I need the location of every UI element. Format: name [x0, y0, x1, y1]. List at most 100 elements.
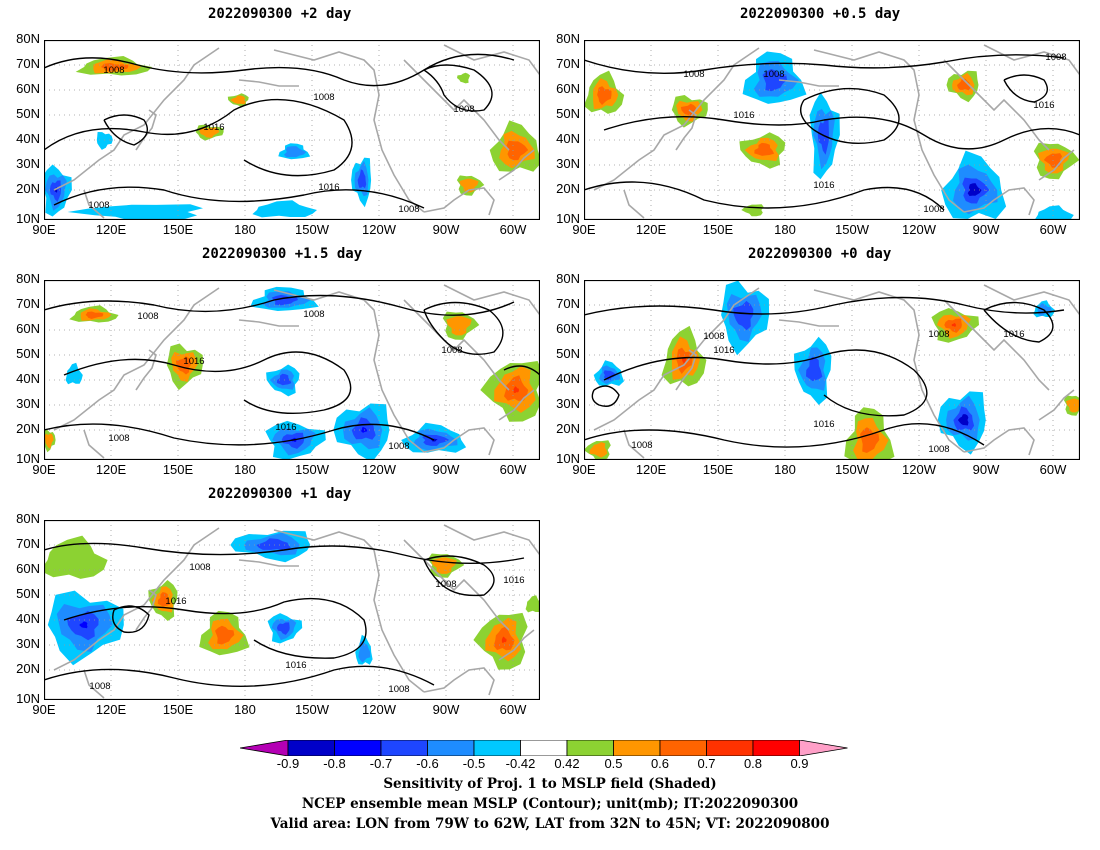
lat-tick-label: 70N — [556, 56, 580, 71]
lat-tick-label: 20N — [16, 181, 40, 196]
colorbar-tick-label: 0.5 — [604, 756, 623, 771]
map-p15-shade — [44, 433, 54, 449]
lon-tick-label: 150W — [295, 222, 329, 237]
coastlines — [53, 524, 540, 699]
colorbar-swatch — [752, 740, 800, 756]
lat-tick-label: 50N — [16, 346, 40, 361]
lat-tick-label: 70N — [16, 296, 40, 311]
lat-tick-label: 50N — [16, 586, 40, 601]
contour-label: 1016 — [1033, 100, 1054, 111]
map-p0-shade — [603, 370, 617, 381]
colorbar-swatch — [287, 740, 335, 756]
lon-tick-label: 150E — [162, 222, 194, 237]
lat-tick-label: 50N — [556, 346, 580, 361]
colorbar-tick-label: -0.42 — [505, 756, 536, 771]
lat-tick-label: 20N — [556, 181, 580, 196]
lat-tick-label: 40N — [16, 131, 40, 146]
contour-label: 1008 — [703, 331, 724, 342]
map-p2-shade — [506, 140, 529, 161]
lon-tick-label: 120W — [902, 462, 936, 477]
lon-tick-label: 90W — [972, 222, 1000, 237]
lat-tick-label: 30N — [556, 396, 580, 411]
contour-label: 1008 — [923, 204, 944, 215]
map-panel-plus05: 1008 1008 1016 1016 1008 1008 1016 — [584, 40, 1080, 220]
panel-title-plus05: 2022090300 +0.5 day — [740, 6, 901, 22]
contour-label: 1008 — [108, 433, 129, 444]
mslp-contours — [44, 294, 540, 446]
contour-label: 1008 — [453, 104, 474, 115]
map-p2-shade — [252, 200, 317, 218]
map-p1-shade — [256, 538, 291, 551]
lat-tick-label: 10N — [16, 451, 40, 466]
lat-tick-label: 60N — [16, 81, 40, 96]
contour-label: 1016 — [813, 180, 834, 191]
lon-tick-label: 90E — [32, 462, 56, 477]
lat-tick-label: 80N — [556, 31, 580, 46]
panel-title-plus15: 2022090300 +1.5 day — [202, 246, 363, 262]
contour-label: 1008 — [313, 92, 334, 103]
colorbar-swatch — [706, 740, 754, 756]
lon-tick-label: 60W — [499, 222, 527, 237]
map-p1-shade — [44, 535, 108, 579]
map-p2-shade — [199, 127, 220, 138]
lon-tick-label: 150W — [835, 462, 869, 477]
contour-label: 1008 — [441, 345, 462, 356]
map-p1-shade — [501, 636, 507, 643]
panel-title-plus2: 2022090300 +2 day — [208, 6, 352, 22]
colorbar-tick-label: -0.8 — [323, 756, 346, 771]
map-frame-border — [44, 280, 540, 460]
contour-label: 1016 — [1003, 329, 1024, 340]
coastlines — [593, 44, 1080, 219]
colorbar-swatch — [659, 740, 707, 756]
lon-tick-label: 150E — [162, 702, 194, 717]
colorbar-swatch — [334, 740, 382, 756]
lat-tick-label: 40N — [556, 371, 580, 386]
lon-tick-label: 180 — [234, 462, 256, 477]
lon-tick-label: 150E — [702, 222, 734, 237]
contour-label: 1008 — [928, 444, 949, 455]
lon-tick-label: 90W — [432, 222, 460, 237]
contour-label: 1008 — [303, 309, 324, 320]
contour-label: 1008 — [928, 329, 949, 340]
mslp-contours — [584, 296, 1065, 448]
map-p05-shade — [741, 204, 764, 217]
lon-tick-label: 180 — [234, 702, 256, 717]
map-p05-shade — [1035, 205, 1074, 220]
colorbar-swatch — [520, 740, 568, 756]
caption-line-2: NCEP ensemble mean MSLP (Contour); unit(… — [301, 796, 799, 812]
lon-tick-label: 150W — [295, 462, 329, 477]
map-frame-border — [44, 40, 540, 220]
lon-tick-label: 60W — [1039, 462, 1067, 477]
lon-tick-label: 90W — [972, 462, 1000, 477]
lat-tick-label: 10N — [556, 211, 580, 226]
contour-label: 1016 — [503, 575, 524, 586]
gridlines — [584, 40, 1080, 220]
map-p15-shade — [513, 386, 519, 393]
map-panel-plus1: 1008 1016 1016 1008 1008 1008 1016 — [44, 520, 540, 700]
lon-tick-label: 120E — [635, 222, 667, 237]
caption-line-1: Sensitivity of Proj. 1 to MSLP field (Sh… — [383, 776, 717, 792]
map-p05-shade — [957, 78, 971, 91]
colorbar-right-arrow — [799, 740, 848, 756]
map-p05-shade — [967, 183, 982, 196]
map-p2-shade — [101, 63, 129, 72]
colorbar-tick-label: 0.42 — [554, 756, 580, 771]
colorbar-swatch — [473, 740, 521, 756]
map-p0-shade — [682, 357, 687, 364]
lon-tick-label: 180 — [774, 462, 796, 477]
colorbar-tick-label: 0.8 — [743, 756, 763, 771]
contour-label: 1008 — [631, 440, 652, 451]
map-p15-shade — [446, 316, 472, 336]
gridlines — [44, 280, 540, 460]
contour-label: 1016 — [285, 660, 306, 671]
lat-tick-label: 80N — [16, 511, 40, 526]
lat-tick-label: 80N — [556, 271, 580, 286]
contour-label: 1008 — [137, 311, 158, 322]
lat-tick-label: 40N — [16, 611, 40, 626]
colorbar-tick-label: 0.9 — [790, 756, 809, 771]
lon-tick-label: 120E — [95, 462, 127, 477]
map-panel-plus2: 1008 1008 1016 1016 1008 1008 1008 — [44, 40, 540, 220]
lat-tick-label: 10N — [16, 691, 40, 706]
lat-tick-label: 10N — [556, 451, 580, 466]
contour-label: 1016 — [165, 596, 186, 607]
